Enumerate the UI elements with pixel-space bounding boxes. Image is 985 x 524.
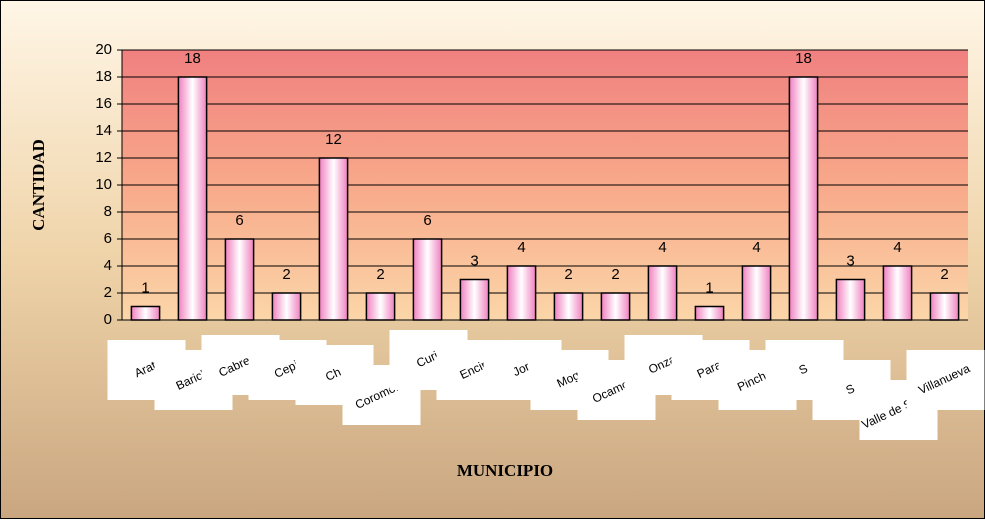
- value-label: 6: [423, 212, 431, 229]
- value-label: 2: [564, 266, 572, 283]
- bar: [318, 157, 349, 321]
- value-label: 12: [325, 131, 342, 148]
- bar: [788, 76, 819, 321]
- bar: [694, 305, 725, 321]
- value-label: 4: [517, 239, 525, 256]
- y-tick-label: 4: [104, 257, 112, 274]
- value-label: 18: [184, 50, 201, 67]
- y-axis-title: CANTIDAD: [29, 139, 48, 231]
- bar: [130, 305, 161, 321]
- bar: [882, 265, 913, 321]
- bar: [553, 292, 584, 321]
- y-tick-label: 2: [104, 284, 112, 301]
- value-label: 2: [611, 266, 619, 283]
- bar: [271, 292, 302, 321]
- value-label: 18: [795, 50, 812, 67]
- bar: [929, 292, 960, 321]
- y-tick-label: 6: [104, 230, 112, 247]
- value-label: 2: [940, 266, 948, 283]
- value-label: 2: [282, 266, 290, 283]
- y-tick-label: 10: [95, 176, 112, 193]
- bar: [506, 265, 537, 321]
- y-tick-label: 0: [104, 311, 112, 328]
- x-axis-title: MUNICIPIO: [457, 461, 553, 480]
- value-label: 1: [705, 279, 713, 296]
- y-tick-label: 20: [95, 41, 112, 58]
- y-tick-label: 8: [104, 203, 112, 220]
- y-tick-label: 16: [95, 95, 112, 112]
- bar: [647, 265, 678, 321]
- value-label: 4: [893, 239, 901, 256]
- value-label: 3: [846, 252, 854, 269]
- value-label: 2: [376, 266, 384, 283]
- value-label: 4: [752, 239, 760, 256]
- bar: [177, 76, 208, 321]
- bar: [365, 292, 396, 321]
- x-tick-label: Ch: [323, 365, 343, 384]
- value-label: 3: [470, 252, 478, 269]
- y-tick-label: 12: [95, 149, 112, 166]
- value-label: 4: [658, 239, 666, 256]
- label-box: [906, 350, 985, 410]
- bar: [741, 265, 772, 321]
- y-tick-label: 18: [95, 68, 112, 85]
- bar: [600, 292, 631, 321]
- bar: [459, 278, 490, 321]
- value-label: 6: [235, 212, 243, 229]
- bar: [835, 278, 866, 321]
- bar: [412, 238, 443, 321]
- y-tick-label: 14: [95, 122, 112, 139]
- x-tick-label: Jor: [511, 359, 532, 379]
- bar: [224, 238, 255, 321]
- value-label: 1: [141, 279, 149, 296]
